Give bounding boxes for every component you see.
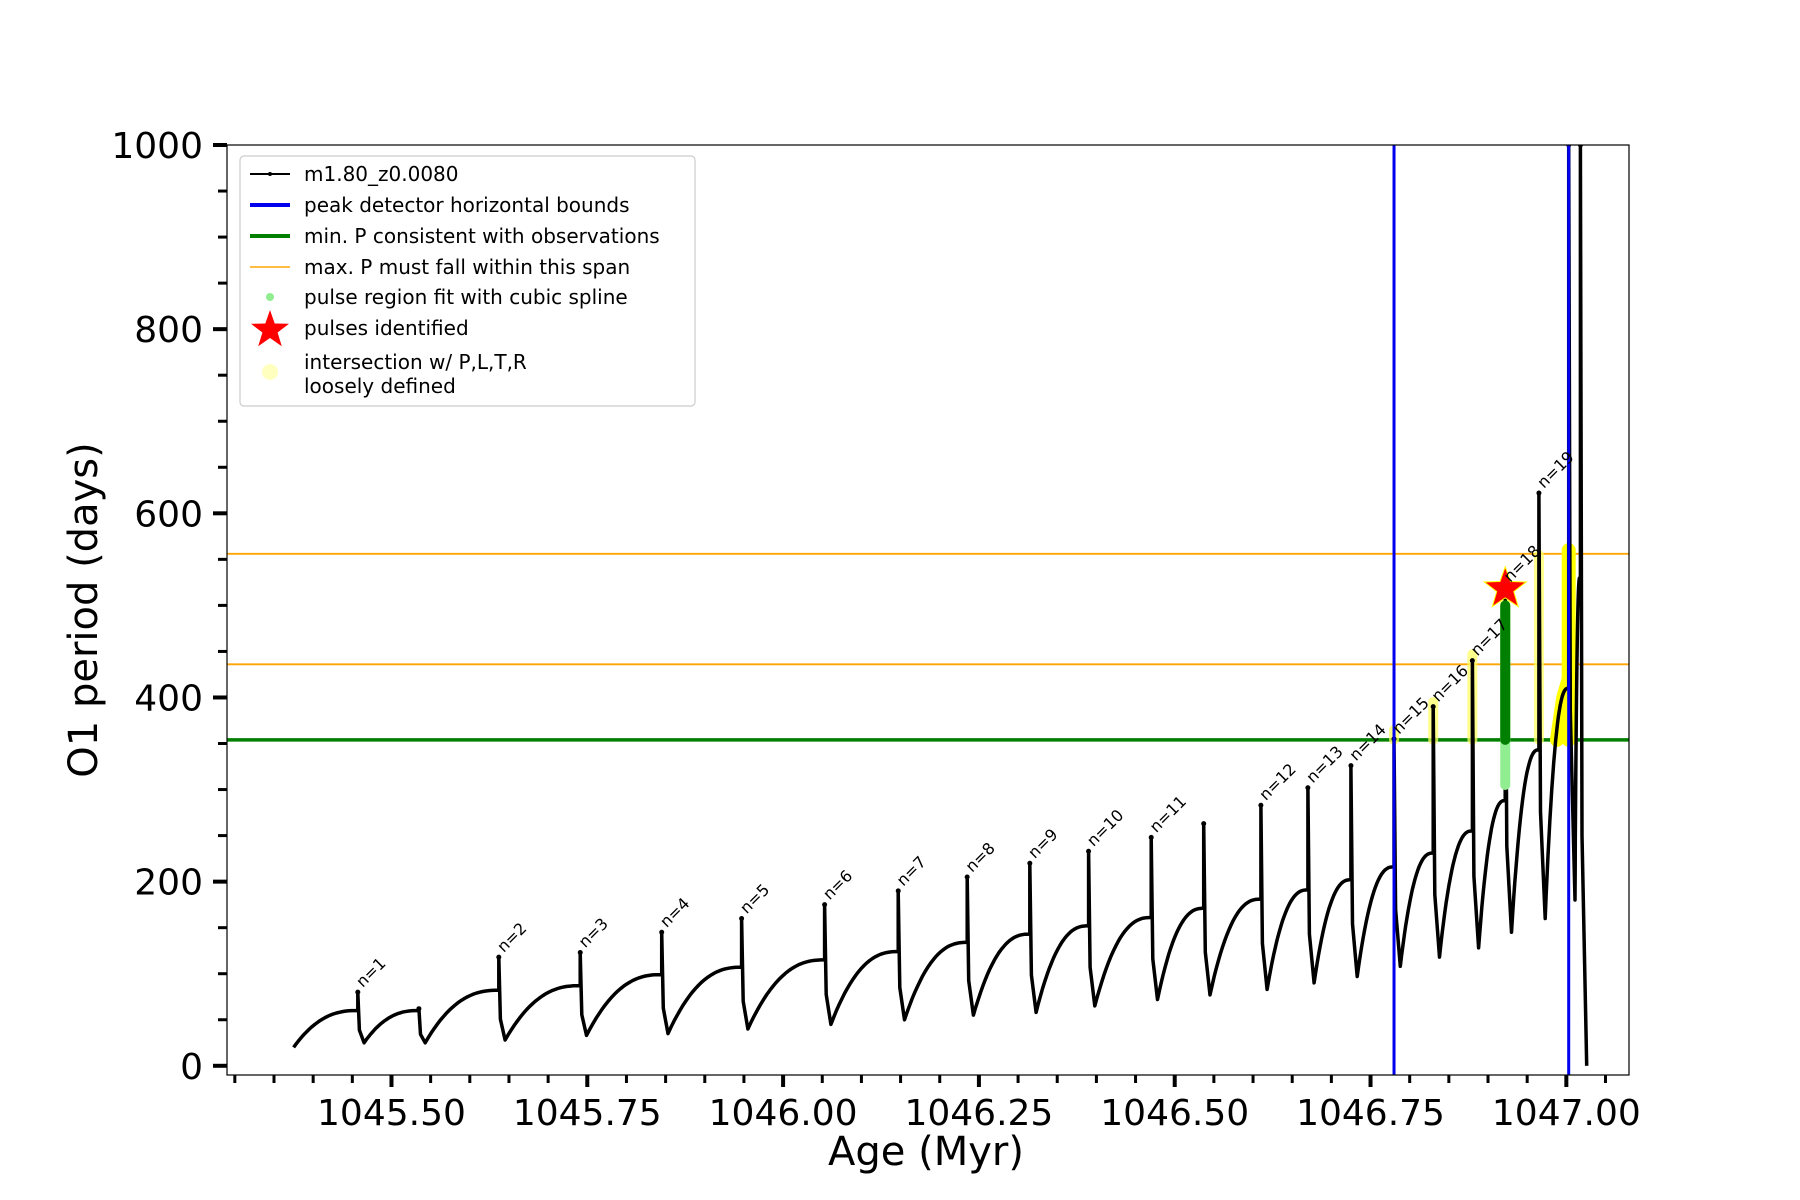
legend-box — [239, 155, 696, 407]
x-tick-label: 1046.75 — [1296, 1093, 1445, 1134]
pulse-peak-point — [659, 929, 665, 935]
legend-label: max. P must fall within this span — [304, 255, 630, 279]
pulse-peak-point — [964, 874, 970, 880]
legend-label: peak detector horizontal bounds — [304, 193, 630, 217]
plot-frame — [226, 144, 1630, 1076]
legend-label: pulses identified — [304, 316, 469, 340]
pulse-peak-point — [496, 954, 502, 960]
legend-label: m1.80_z0.0080 — [304, 162, 459, 186]
y-tick-label: 400 — [134, 678, 203, 719]
y-tick-label: 600 — [134, 494, 203, 535]
identified-pulse-star — [1482, 565, 1528, 608]
pulse-peak-point — [1577, 145, 1583, 148]
pulse-peak-point — [577, 950, 583, 956]
x-tick-label: 1045.75 — [513, 1093, 662, 1134]
legend-swatch — [266, 293, 274, 301]
pulse-peak-point — [1536, 490, 1542, 496]
pulse-peak-point — [1148, 834, 1154, 840]
x-tick-label: 1046.25 — [904, 1093, 1053, 1134]
pulse-peak-point — [822, 902, 828, 908]
pulse-peak-point — [739, 915, 745, 921]
plot-area: n=1n=2 n=3n=4 n=5 n=6 n=7 n=8 n=9 n=10 n=11n=12 n… — [227, 145, 1629, 1075]
x-axis: 1045.50 1045.75 1046.00 1046.25 1046.50 1046.… — [233, 1075, 1641, 1134]
y-tick-label: 1000 — [111, 126, 203, 167]
legend-label: min. P consistent with observations — [304, 224, 660, 248]
pulse-peak-point — [355, 989, 361, 995]
y-tick-label: 800 — [134, 310, 203, 351]
series-line — [292, 145, 1589, 1066]
x-tick-label: 1046.50 — [1100, 1093, 1249, 1134]
pulse-peak-point — [1469, 658, 1475, 664]
legend-label: loosely defined — [304, 374, 456, 398]
y-axis-label: O1 period (days) — [61, 442, 107, 777]
pulse-peak-point — [1086, 848, 1092, 854]
x-tick-label: 1045.50 — [317, 1093, 466, 1134]
legend-swatch — [251, 310, 289, 347]
pulse-peak-point — [1258, 802, 1264, 808]
y-tick-label: 200 — [134, 863, 203, 904]
pulse-peak-point — [1201, 821, 1207, 827]
x-tick-label: 1047.00 — [1492, 1093, 1641, 1134]
x-tick-label: 1046.00 — [709, 1093, 858, 1134]
overlay-layer — [1392, 145, 1571, 1075]
pulse-peak-point — [895, 888, 901, 894]
pulse-peak-point — [416, 1006, 422, 1012]
pulse-peak-point — [1430, 704, 1436, 710]
legend-label: pulse region fit with cubic spline — [304, 285, 628, 309]
x-axis-label: Age (Myr) — [828, 1129, 1024, 1175]
legend-swatch — [262, 364, 278, 380]
y-tick-label: 0 — [180, 1047, 203, 1088]
legend-label: intersection w/ P,L,T,R — [304, 350, 527, 374]
pulse-peak-point — [1027, 860, 1033, 866]
pulse-peak-point — [1305, 785, 1311, 791]
pulse-peak-point — [1348, 763, 1354, 769]
y-axis: 0 200 400 600 800 1000 — [111, 126, 227, 1088]
legend-swatch — [268, 172, 272, 176]
